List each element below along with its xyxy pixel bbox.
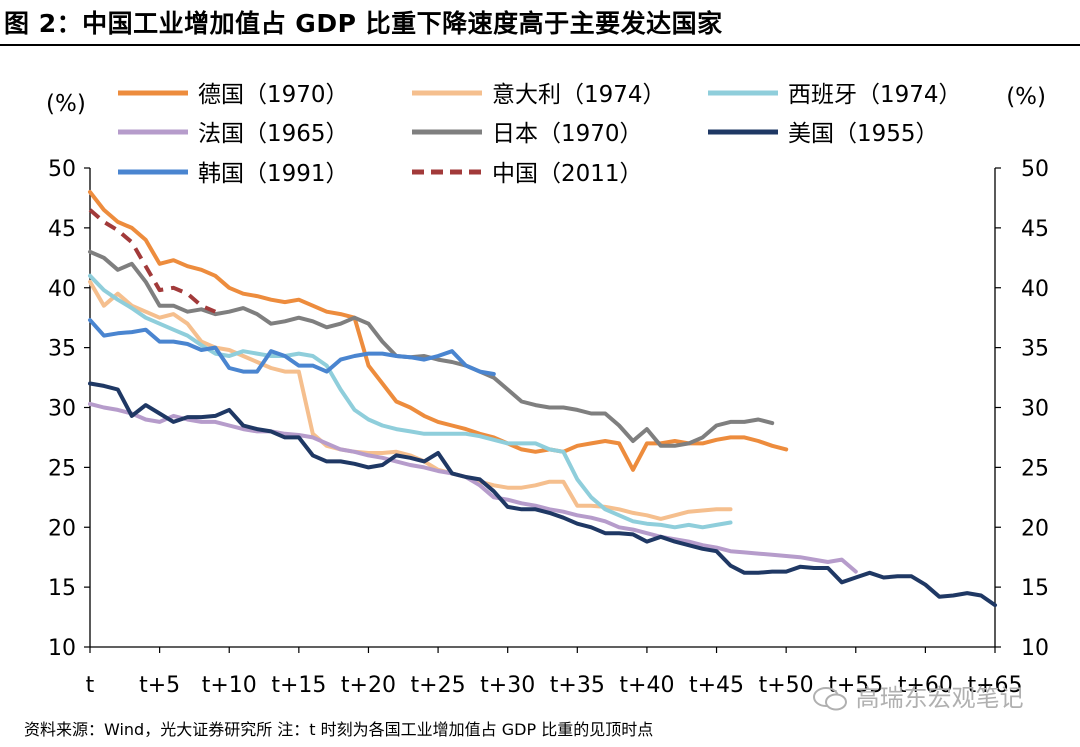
y-tick-label-right: 35 [1021,337,1049,362]
legend-label-6: 韩国（1991） [198,161,349,187]
y-axis-label-right: (%) [1006,84,1046,110]
x-tick-label: t+30 [480,673,535,698]
x-tick-label: t+45 [689,673,744,698]
legend-label-2: 西班牙（1974） [788,82,962,108]
legend-label-7: 中国（2011） [492,161,643,187]
y-tick-label-right: 50 [1021,157,1049,182]
y-tick-label-left: 40 [48,277,76,302]
legend: 德国（1970） 意大利（1974） 西班牙（1974） 法国（1965） 日本（197… [118,82,962,187]
legend-label-4: 日本（1970） [492,121,643,147]
y-tick-label-right: 15 [1021,576,1049,601]
y-tick-label-left: 45 [48,217,76,242]
series-line-1 [88,279,733,521]
x-tick-label: t+10 [202,673,257,698]
wechat-icon [813,687,847,711]
watermark: 高瑞东宏观笔记 [812,678,1024,713]
y-tick-label-right: 40 [1021,277,1049,302]
title-rule [0,44,1080,46]
watermark-text: 高瑞东宏观笔记 [855,684,1024,712]
series-line-6 [88,318,496,376]
y-tick-label-left: 50 [48,157,76,182]
chart-title: 图 2：中国工业增加值占 GDP 比重下降速度高于主要发达国家 [4,9,723,38]
series-line-3 [88,401,858,574]
y-tick-label-right: 25 [1021,456,1049,481]
x-tick-label: t+35 [550,673,605,698]
y-tick-label-right: 20 [1021,516,1049,541]
series-line-0 [88,190,789,472]
legend-label-0: 德国（1970） [198,82,349,108]
x-tick-label: t+65 [967,673,1022,698]
series-line-2 [88,273,733,530]
chart-axes: 10 10 15 15 20 20 25 25 30 30 35 35 40 40 45 45 50 50 (%) (… [46,84,1049,698]
series-layer [88,190,997,608]
y-tick-label-left: 10 [48,636,76,661]
y-tick-label-right: 10 [1021,636,1049,661]
x-tick-label: t+25 [411,673,466,698]
x-tick-label: t+15 [271,673,326,698]
x-tick-label: t+60 [898,673,953,698]
y-axis-label-left: (%) [46,91,86,117]
x-tick-label: t+50 [759,673,814,698]
y-tick-label-right: 30 [1021,397,1049,422]
series-line-7 [88,208,217,314]
y-tick-label-left: 20 [48,516,76,541]
x-tick-label: t+40 [619,673,674,698]
x-tick-label: t+5 [139,673,180,698]
y-tick-label-right: 45 [1021,217,1049,242]
y-tick-label-left: 30 [48,397,76,422]
y-tick-label-left: 25 [48,456,76,481]
legend-label-1: 意大利（1974） [492,82,666,108]
y-tick-label-left: 35 [48,337,76,362]
y-tick-label-left: 15 [48,576,76,601]
x-tick-label: t+20 [341,673,396,698]
series-line-5 [88,381,997,608]
legend-label-5: 美国（1955） [788,121,939,147]
x-tick-label: t [86,673,95,698]
legend-label-3: 法国（1965） [198,121,349,147]
source-note: 资料来源：Wind，光大证券研究所 注：t 时刻为各国工业增加值占 GDP 比重… [24,720,654,739]
